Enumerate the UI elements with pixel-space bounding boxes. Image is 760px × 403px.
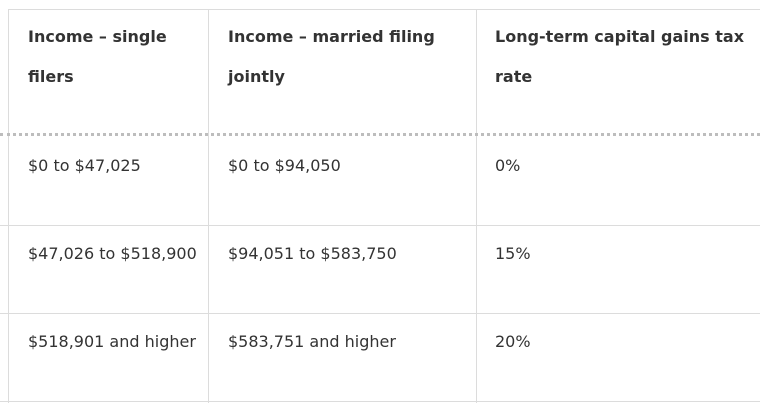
table-row [0,226,760,314]
cell-joint-income: $583,751 and higher [228,332,396,351]
header-single-filers: Income – single filers [28,27,167,86]
column-divider [208,9,209,403]
cell-rate: 15% [495,244,531,263]
cell-single-income: $518,901 and higher [28,332,196,351]
cell-joint-income: $0 to $94,050 [228,156,341,175]
table-top-border [8,9,760,10]
header-tax-rate: Long-term capital gains tax rate [495,27,745,86]
cell-joint-income: $94,051 to $583,750 [228,244,397,263]
header-married-filing-jointly: Income – married filing jointly [228,27,435,86]
table-row [0,314,760,402]
table-header-row [0,9,760,136]
cell-single-income: $0 to $47,025 [28,156,141,175]
column-divider [476,9,477,403]
cell-rate: 20% [495,332,531,351]
table-row [0,138,760,226]
column-divider [8,9,9,403]
cell-rate: 0% [495,156,521,175]
cell-single-income: $47,026 to $518,900 [28,244,197,263]
